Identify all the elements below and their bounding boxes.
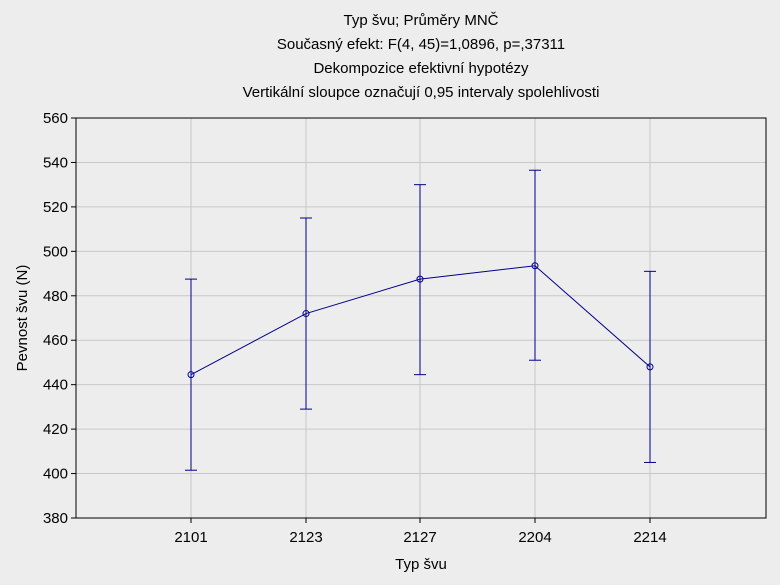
chart-title-line: Typ švu; Průměry MNČ: [343, 12, 498, 29]
x-axis-title: Typ švu: [395, 556, 447, 573]
data-point: [646, 363, 654, 371]
y-tick-label: 420: [43, 421, 68, 438]
y-tick-label: 520: [43, 199, 68, 216]
y-tick-label: 440: [43, 377, 68, 394]
data-point: [416, 275, 424, 283]
y-tick-label: 400: [43, 466, 68, 483]
gridlines: [76, 118, 766, 518]
x-tick-label: 2214: [633, 529, 666, 546]
y-axis: 380 400 420 440 460 480 500 520 540 560: [43, 110, 76, 527]
data-point: [187, 371, 195, 379]
data-point: [531, 262, 539, 270]
x-tick-label: 2204: [518, 529, 551, 546]
y-tick-label: 480: [43, 288, 68, 305]
x-tick-label: 2101: [174, 529, 207, 546]
chart-title-block: Typ švu; Průměry MNČ Současný efekt: F(4,…: [243, 12, 600, 101]
data-point: [302, 310, 310, 318]
y-tick-label: 460: [43, 332, 68, 349]
x-tick-label: 2127: [403, 529, 436, 546]
y-tick-label: 380: [43, 510, 68, 527]
chart-title-line: Současný efekt: F(4, 45)=1,0896, p=,3731…: [277, 36, 565, 53]
series: [185, 169, 656, 471]
y-tick-label: 500: [43, 243, 68, 260]
plot-area: [75, 117, 767, 519]
x-tick-label: 2123: [289, 529, 322, 546]
chart-title-line: Vertikální sloupce označují 0,95 interva…: [243, 84, 600, 101]
x-axis: 2101 2123 2127 2204 2214: [174, 518, 667, 546]
y-tick-label: 560: [43, 110, 68, 127]
y-tick-label: 540: [43, 154, 68, 171]
chart-title-line: Dekompozice efektivní hypotézy: [313, 60, 529, 77]
y-axis-title: Pevnost švu (N): [14, 265, 31, 372]
